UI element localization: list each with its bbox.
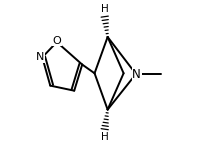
Text: N: N — [132, 67, 141, 81]
Text: N: N — [36, 52, 44, 62]
Text: H: H — [101, 4, 109, 14]
Text: O: O — [52, 36, 61, 46]
Text: H: H — [101, 132, 109, 142]
